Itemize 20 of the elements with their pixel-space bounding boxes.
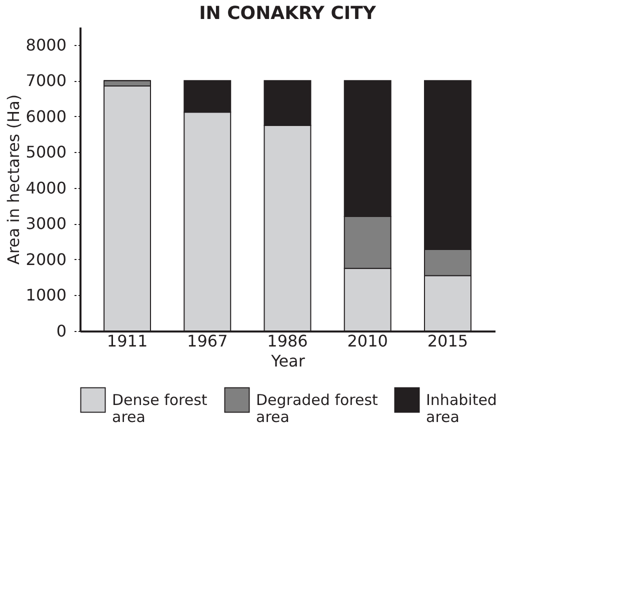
x-tick-label: 1911: [106, 332, 148, 350]
x-tick-label: 2015: [427, 332, 468, 350]
legend-label: Inhabited area: [426, 391, 497, 426]
chart-title: IN CONAKRY CITY: [199, 3, 377, 24]
legend-label: Dense forest area: [112, 391, 208, 426]
x-tick-label: 1967: [187, 332, 228, 350]
y-axis-title: Area in hectares (Ha): [4, 94, 23, 265]
y-tick-label: 7000: [26, 71, 66, 90]
legend-label: Degraded forest area: [256, 391, 378, 426]
y-tick-label: 4000: [26, 178, 66, 198]
y-tick-label: 6000: [26, 106, 66, 126]
x-tick-label: 1986: [267, 332, 308, 350]
x-axis-title: Year: [270, 352, 306, 370]
y-tick-label: 1000: [26, 286, 66, 305]
y-tick-label: 2000: [26, 250, 66, 269]
y-tick-label: 0: [56, 322, 66, 340]
y-tick-label: 3000: [26, 214, 66, 234]
y-tick-label: 5000: [26, 142, 66, 162]
x-tick-label: 2010: [347, 332, 388, 350]
y-tick-label: 8000: [26, 35, 66, 54]
